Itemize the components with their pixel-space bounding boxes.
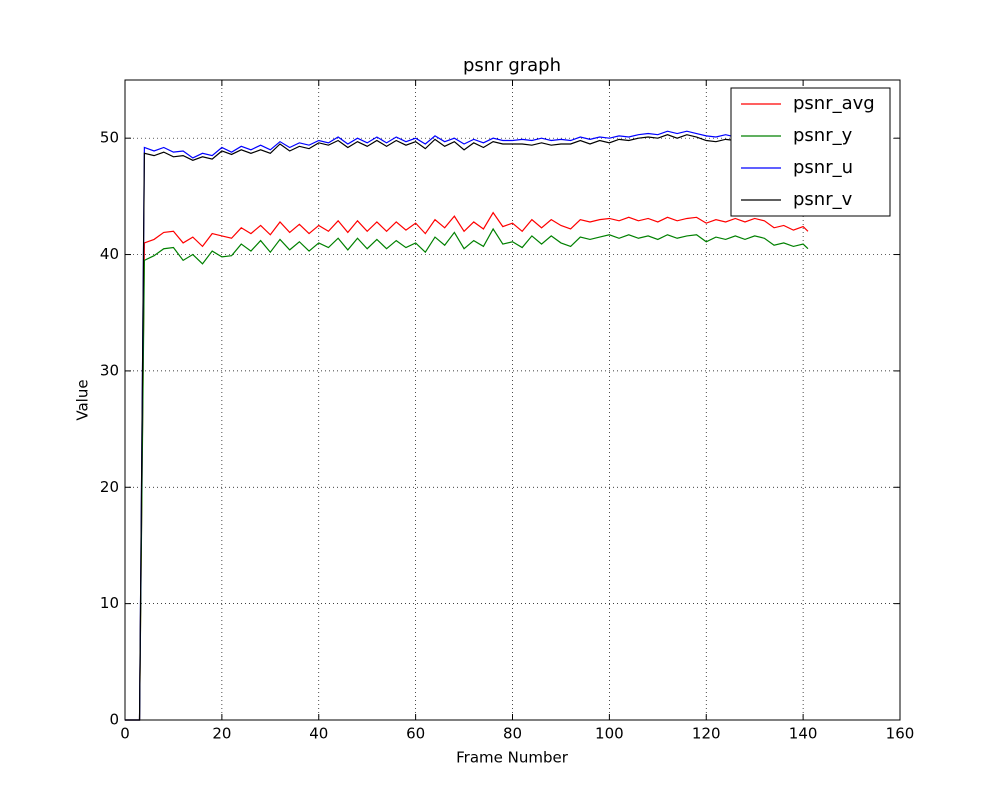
legend-label: psnr_u bbox=[793, 157, 853, 178]
x-tick-label: 60 bbox=[406, 725, 425, 743]
y-axis-label: Value bbox=[74, 379, 92, 420]
x-tick-label: 80 bbox=[503, 725, 522, 743]
legend-label: psnr_avg bbox=[793, 93, 875, 114]
y-tick-label: 10 bbox=[100, 594, 119, 612]
legend: psnr_avg psnr_y psnr_u psnr_v bbox=[730, 87, 891, 217]
y-tick-label: 40 bbox=[100, 245, 119, 263]
x-tick-label: 100 bbox=[595, 725, 624, 743]
legend-box bbox=[730, 87, 891, 217]
legend-label: psnr_y bbox=[793, 125, 853, 146]
series-line bbox=[125, 130, 809, 721]
x-tick-label: 120 bbox=[692, 725, 721, 743]
chart-title: psnr graph bbox=[463, 55, 561, 76]
x-tick-label: 160 bbox=[886, 725, 915, 743]
y-tick-label: 20 bbox=[100, 478, 119, 496]
y-tick-label: 50 bbox=[100, 129, 119, 147]
series-line bbox=[125, 211, 809, 721]
y-tick-label: 30 bbox=[100, 361, 119, 379]
x-tick-label: 20 bbox=[212, 725, 231, 743]
y-tick-label: 0 bbox=[109, 711, 119, 729]
axes-frame bbox=[124, 79, 901, 721]
x-tick-label: 40 bbox=[309, 725, 328, 743]
legend-label: psnr_v bbox=[793, 189, 853, 210]
x-tick-label: 140 bbox=[789, 725, 818, 743]
x-tick-label: 0 bbox=[120, 725, 130, 743]
x-axis-label: Frame Number bbox=[456, 749, 569, 767]
series-line bbox=[125, 227, 809, 721]
series-line bbox=[125, 134, 809, 721]
